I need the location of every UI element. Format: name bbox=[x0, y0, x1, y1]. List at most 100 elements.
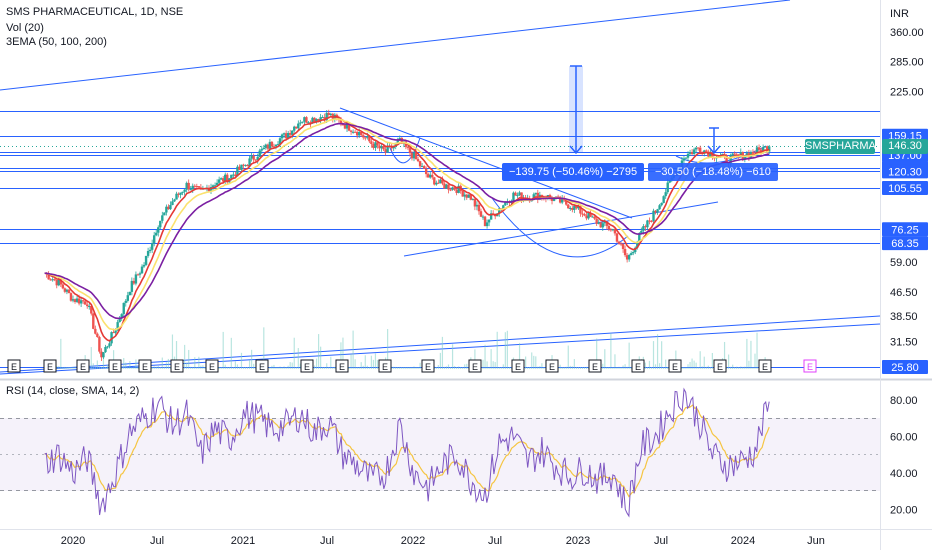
volume-bar bbox=[602, 363, 604, 369]
volume-bar bbox=[96, 360, 98, 369]
candle-body bbox=[313, 117, 316, 123]
measure-2-label[interactable]: −30.50 (−18.48%) −610 bbox=[648, 163, 778, 181]
volume-bar bbox=[64, 366, 66, 369]
candle-body bbox=[520, 192, 523, 200]
candle-body bbox=[751, 151, 755, 154]
volume-bar bbox=[330, 356, 332, 369]
volume-bar bbox=[104, 366, 107, 369]
volume-bar bbox=[273, 364, 275, 369]
candle-body bbox=[258, 150, 261, 157]
volume-bar bbox=[171, 334, 174, 369]
candle-body bbox=[327, 112, 330, 116]
candle-body bbox=[380, 145, 383, 149]
volume-bar bbox=[725, 366, 728, 369]
earnings-box bbox=[205, 359, 219, 373]
candle-body bbox=[341, 124, 345, 126]
volume-bar bbox=[318, 334, 320, 369]
volume-bar bbox=[740, 366, 742, 369]
rsi-lines[interactable] bbox=[44, 387, 770, 518]
rsi-legend: RSI (14, close, SMA, 14, 2) bbox=[6, 385, 140, 397]
volume-bar bbox=[364, 355, 366, 369]
candle-body bbox=[343, 124, 347, 129]
measure-tool-1[interactable] bbox=[569, 65, 583, 155]
price-level-tag-text: 68.35 bbox=[891, 238, 919, 250]
candle-body bbox=[173, 199, 176, 202]
candle-body bbox=[408, 147, 412, 153]
earnings-box bbox=[378, 359, 392, 373]
candle-body bbox=[246, 164, 249, 167]
volume-bar bbox=[100, 366, 103, 369]
candle-body bbox=[435, 182, 438, 185]
candle-body bbox=[100, 351, 103, 358]
candle-body bbox=[357, 131, 361, 136]
volume-bar bbox=[665, 359, 667, 369]
volume-bar bbox=[697, 366, 699, 369]
volume-bar bbox=[630, 366, 632, 369]
symbol-legend: SMS PHARMACEUTICAL, 1D, NSE bbox=[6, 6, 184, 18]
volume-bar bbox=[701, 366, 703, 369]
candle-body bbox=[682, 158, 686, 161]
candle-body bbox=[187, 182, 190, 190]
rising-trend-line[interactable] bbox=[403, 201, 719, 257]
candle-body bbox=[236, 166, 239, 177]
time-axis[interactable]: 2020 Jul 2021 Jul 2022 Jul 2023 Jul 2024 Jun bbox=[61, 535, 825, 547]
candle-body bbox=[420, 166, 424, 168]
candle-body bbox=[619, 243, 623, 245]
candle-body bbox=[193, 185, 196, 187]
volume-bar bbox=[529, 366, 531, 369]
price-level-tag-text: 105.55 bbox=[888, 183, 922, 195]
volume-bar bbox=[395, 366, 397, 369]
volume-bar bbox=[184, 344, 186, 369]
upper-channel-line[interactable] bbox=[0, 0, 791, 91]
earnings-box bbox=[335, 359, 349, 373]
volume-bar bbox=[340, 342, 342, 369]
volume-bar bbox=[72, 366, 74, 369]
volume-bar bbox=[449, 366, 452, 369]
price-candles[interactable] bbox=[45, 109, 771, 362]
volume-bar bbox=[131, 366, 133, 369]
price-axis[interactable]: 360.00285.00225.00159.15139.80137.00123.… bbox=[882, 27, 928, 374]
candle-body bbox=[652, 210, 655, 222]
earnings-marker-0: E bbox=[7, 359, 21, 373]
volume-bar bbox=[403, 366, 405, 369]
volume-bar bbox=[279, 366, 281, 369]
time-tick-label: Jul bbox=[150, 535, 164, 547]
candle-body bbox=[532, 194, 535, 201]
candle-body bbox=[315, 118, 318, 123]
rsi-axis[interactable]: 80.00 60.00 40.00 20.00 bbox=[890, 395, 918, 517]
volume-bar bbox=[253, 363, 255, 369]
volume-bar bbox=[458, 366, 460, 369]
candle-body bbox=[104, 346, 107, 353]
candle-body bbox=[189, 189, 192, 191]
volume-bar bbox=[498, 367, 500, 369]
measure-1-label[interactable]: −139.75 (−50.46%) −2795 bbox=[502, 163, 645, 181]
measure-tool-2[interactable] bbox=[707, 127, 721, 155]
candle-body bbox=[347, 122, 351, 131]
volume-bar bbox=[573, 359, 575, 369]
volume-bar bbox=[125, 362, 127, 369]
falling-trend-line[interactable] bbox=[339, 107, 633, 219]
time-tick-label: Jun bbox=[807, 535, 825, 547]
rsi-tick-label: 40.00 bbox=[890, 468, 918, 480]
candle-body bbox=[658, 205, 661, 210]
candle-body bbox=[128, 291, 132, 296]
cup-arc[interactable] bbox=[491, 197, 629, 258]
ema-lines[interactable] bbox=[44, 115, 770, 342]
candle-body bbox=[427, 174, 430, 178]
candle-body bbox=[264, 144, 268, 148]
volume-bar bbox=[506, 330, 508, 369]
candle-body bbox=[183, 189, 186, 192]
time-tick-label: 2022 bbox=[401, 535, 425, 547]
candle-body bbox=[660, 202, 663, 206]
measure-1-arrow bbox=[569, 145, 583, 155]
earnings-marker-11: E bbox=[421, 359, 435, 373]
candle-body bbox=[374, 142, 377, 148]
volume-bar bbox=[58, 366, 60, 369]
candle-body bbox=[244, 164, 247, 166]
candle-body bbox=[148, 249, 152, 252]
candle-body bbox=[114, 330, 117, 333]
time-tick-label: 2020 bbox=[61, 535, 85, 547]
